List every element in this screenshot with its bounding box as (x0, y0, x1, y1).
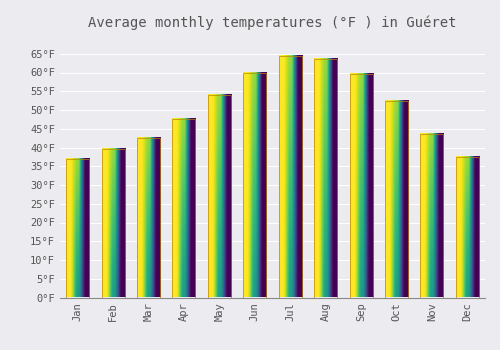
Bar (102, 149, 124, 298)
Bar (385, 101, 408, 298)
Bar (208, 95, 231, 298)
Bar (66, 159, 89, 298)
Bar (350, 75, 372, 298)
Bar (172, 119, 196, 298)
Bar (244, 72, 266, 298)
Bar (456, 157, 479, 298)
Title: Average monthly temperatures (°F ) in Guéret: Average monthly temperatures (°F ) in Gu… (88, 15, 457, 30)
Bar (314, 60, 337, 298)
Bar (420, 134, 444, 298)
Bar (278, 56, 301, 298)
Bar (137, 138, 160, 298)
